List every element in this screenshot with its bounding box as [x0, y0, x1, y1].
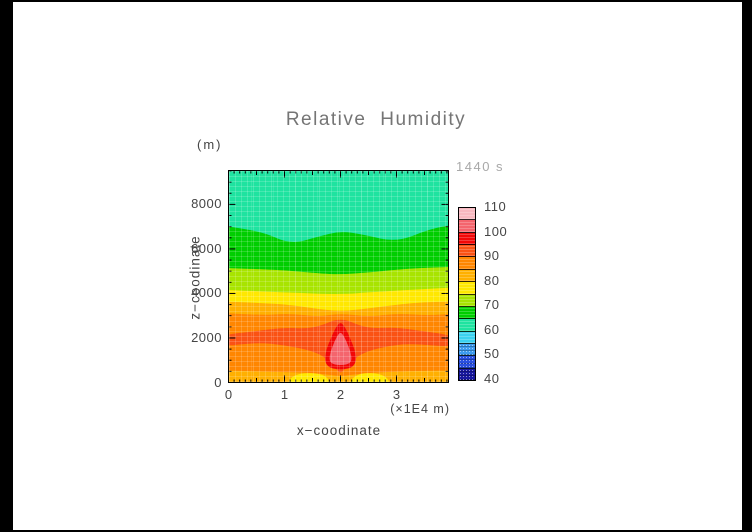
x-tick-label: 1 — [280, 387, 289, 402]
colorbar-segment — [459, 294, 475, 307]
contour-band-100-105 plume core — [329, 332, 352, 366]
colorbar-segment — [459, 356, 475, 369]
colorbar-segment — [459, 269, 475, 283]
y-tick-label: 2000 — [191, 329, 222, 345]
colorbar-segment — [459, 319, 475, 332]
y-tick-label: 4000 — [191, 285, 222, 301]
colorbar-tick-label: 60 — [484, 321, 500, 337]
colorbar-tick-label: 80 — [484, 272, 500, 288]
colorbar-segment — [459, 208, 475, 221]
colorbar — [458, 207, 476, 381]
y-axis-unit-label: (m) — [197, 137, 223, 152]
contour-plot — [228, 170, 449, 383]
contour-bands — [228, 225, 449, 383]
x-tick-label: 2 — [336, 387, 345, 402]
plot-border — [228, 170, 449, 383]
colorbar-segment — [459, 232, 475, 246]
y-tick-label: 6000 — [191, 240, 222, 256]
colorbar-segment — [459, 331, 475, 344]
y-tick-label: 8000 — [191, 196, 222, 212]
contour-band-75-80 surface mound west — [288, 373, 330, 383]
contour-band-80-85 surface strip — [228, 370, 449, 383]
colorbar-segment — [459, 368, 475, 381]
x-tick-label: 3 — [392, 387, 401, 402]
colorbar-tick-label: 110 — [484, 199, 507, 214]
colorbar-segment — [459, 220, 475, 233]
colorbar-segment — [459, 245, 475, 258]
colorbar-segment — [459, 282, 475, 295]
chart-title: Relative Humidity — [285, 109, 467, 130]
x-axis-unit-label: (×1E4 m) — [390, 402, 450, 416]
colorbar-tick-label: 50 — [484, 346, 500, 362]
colorbar-tick-label: 40 — [484, 370, 500, 386]
colorbar-segment — [459, 343, 475, 357]
colorbar-segment — [459, 306, 475, 320]
colorbar-tick-label: 100 — [484, 223, 508, 239]
colorbar-tick-label: 70 — [484, 297, 500, 313]
contour-plot-svg — [228, 170, 449, 383]
x-tick-label: 0 — [224, 387, 233, 402]
colorbar-tick-label: 90 — [484, 248, 500, 264]
y-tick-label: 0 — [214, 374, 222, 390]
x-axis-label: x−coodinate — [296, 423, 382, 438]
time-label: 1440 s — [456, 159, 505, 174]
colorbar-segment — [459, 257, 475, 270]
